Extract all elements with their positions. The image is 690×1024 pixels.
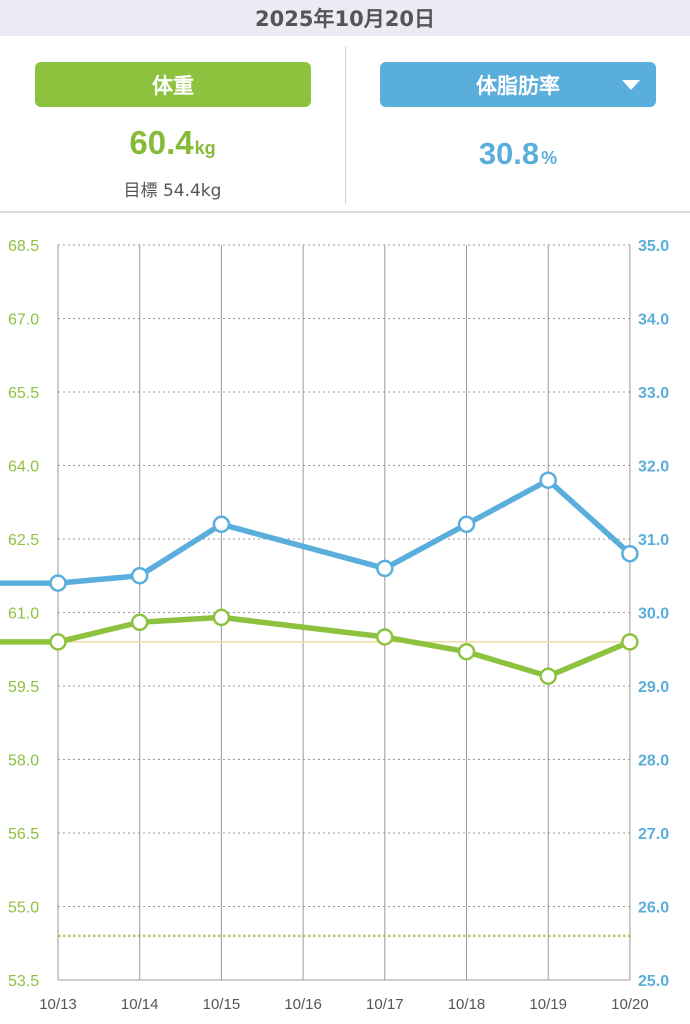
fat-point [49, 574, 67, 592]
fat-point [212, 515, 231, 534]
fat-dropdown-button[interactable]: 体脂肪率 [380, 62, 656, 107]
goal-value: 54.4kg [162, 181, 222, 201]
fat-button-label: 体脂肪率 [476, 73, 560, 98]
fat-unit: % [541, 148, 558, 168]
left-tick-label: 62.5 [8, 532, 39, 549]
weight-value: 60.4kg [0, 124, 345, 162]
left-tick-label: 68.5 [8, 238, 39, 255]
x-tick-label: 10/17 [366, 996, 404, 1013]
weight-goal: 目標 54.4kg [0, 176, 345, 201]
right-tick-label: 30.0 [638, 606, 669, 623]
panel-divider [345, 46, 346, 204]
x-tick-label: 10/20 [611, 996, 649, 1013]
left-tick-label: 59.5 [8, 679, 39, 696]
weight-panel: 体重 60.4kg 目標 54.4kg [0, 36, 345, 212]
left-tick-label: 67.0 [8, 312, 39, 329]
right-tick-label: 33.0 [638, 385, 669, 402]
weight-number: 60.4 [129, 124, 194, 161]
right-tick-label: 32.0 [638, 459, 669, 476]
x-tick-label: 10/19 [529, 996, 567, 1013]
x-tick-label: 10/14 [121, 996, 159, 1013]
header-divider [0, 211, 690, 213]
fat-point [621, 544, 639, 563]
right-tick-label: 27.0 [638, 826, 669, 843]
weight-point [621, 633, 639, 651]
right-tick-label: 25.0 [638, 973, 669, 990]
fat-panel: 体脂肪率 30.8% [346, 36, 690, 212]
weight-series-line [0, 614, 633, 679]
weight-point [130, 613, 149, 632]
goal-label: 目標 [123, 181, 158, 201]
left-tick-label: 65.5 [8, 385, 39, 402]
right-tick-label: 31.0 [638, 532, 669, 549]
right-tick-label: 28.0 [638, 753, 669, 770]
left-tick-label: 61.0 [8, 606, 39, 623]
weight-point [212, 608, 231, 627]
fat-value: 30.8% [346, 136, 690, 172]
right-tick-label: 35.0 [638, 238, 669, 255]
fat-number: 30.8 [478, 136, 540, 171]
fat-point [130, 567, 149, 585]
left-tick-label: 58.0 [8, 753, 39, 770]
left-tick-label: 56.5 [8, 826, 39, 843]
left-tick-label: 55.0 [8, 900, 39, 917]
weight-point [49, 633, 67, 651]
weight-point [457, 642, 476, 661]
fat-point [457, 515, 476, 534]
chevron-down-icon [622, 80, 640, 90]
weight-button[interactable]: 体重 [35, 62, 311, 107]
weight-button-label: 体重 [152, 73, 194, 98]
right-tick-label: 34.0 [638, 312, 669, 329]
weight-unit: kg [194, 138, 216, 158]
weight-fat-chart[interactable]: 68.5 67.0 65.5 64.0 62.5 61.0 59.5 58.0 56.5 55.0… [0, 213, 690, 1024]
left-tick-label: 64.0 [8, 459, 39, 476]
left-tick-label: 53.5 [8, 973, 39, 990]
x-tick-label: 10/16 [284, 996, 322, 1013]
weight-point [376, 628, 394, 646]
fat-series-line [0, 477, 633, 586]
right-tick-label: 26.0 [638, 900, 669, 917]
x-tick-label: 10/13 [39, 996, 77, 1013]
x-tick-label: 10/15 [203, 996, 241, 1013]
right-tick-label: 29.0 [638, 679, 669, 696]
fat-point [539, 471, 557, 489]
x-tick-label: 10/18 [448, 996, 486, 1013]
weight-point [539, 667, 557, 685]
date-header: 2025年10月20日 [0, 0, 690, 36]
fat-point [376, 559, 394, 578]
